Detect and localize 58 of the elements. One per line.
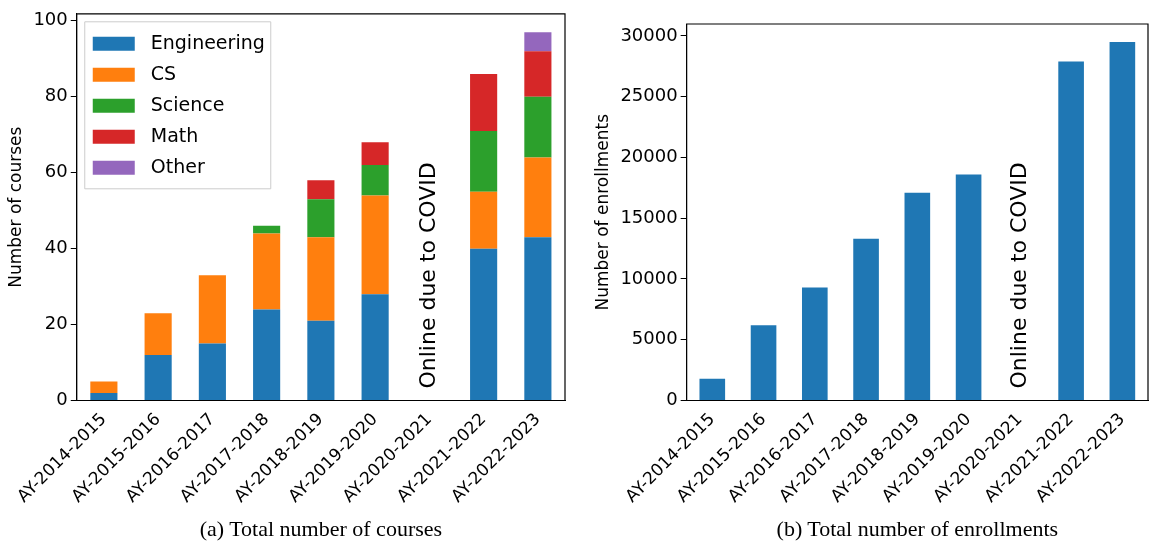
bar <box>198 343 226 401</box>
y-tick-label: 100 <box>33 8 68 30</box>
annotation: Online due to COVID <box>415 162 441 389</box>
y-tick-label: 0 <box>56 388 68 410</box>
bar <box>144 313 172 355</box>
bar <box>470 130 498 192</box>
bar <box>361 165 389 196</box>
bar <box>361 195 389 295</box>
bar <box>955 174 982 401</box>
y-tick-label: 80 <box>44 84 68 106</box>
bar <box>253 309 281 401</box>
bar <box>307 320 335 401</box>
y-tick-label: 0 <box>666 388 678 410</box>
legend-label: Math <box>150 123 199 146</box>
bar <box>361 142 389 166</box>
bar <box>307 180 335 200</box>
bar <box>524 96 552 158</box>
bar <box>699 378 726 401</box>
y-tick-label: 30000 <box>620 23 678 45</box>
bar <box>524 32 552 52</box>
bar <box>470 73 498 131</box>
legend-label: Engineering <box>150 30 265 53</box>
y-tick-label: 5000 <box>631 327 678 349</box>
bar <box>524 157 552 238</box>
bar <box>524 51 552 97</box>
y-tick-label: 25000 <box>620 84 678 106</box>
bar <box>307 237 335 321</box>
text: (a) Total number of courses <box>199 516 443 541</box>
bar <box>750 325 777 401</box>
legend-label: Science <box>150 92 225 115</box>
bar <box>253 225 281 234</box>
bar <box>904 192 931 401</box>
bar <box>1109 41 1136 401</box>
text: (b) Total number of enrollments <box>776 516 1059 541</box>
bar <box>470 191 498 249</box>
y-tick-label: 10000 <box>620 266 678 288</box>
y-tick-label: 60 <box>44 160 68 182</box>
legend-label: Other <box>150 154 205 177</box>
bar <box>524 237 552 401</box>
bar <box>853 238 879 401</box>
y-tick-label: 20000 <box>620 145 678 167</box>
y-tick-label: 20 <box>44 312 68 334</box>
bar <box>361 294 389 401</box>
bar <box>90 392 118 401</box>
bar <box>307 199 335 238</box>
y-tick-label: 15000 <box>620 205 678 227</box>
y-axis-title: Number of courses <box>4 126 25 288</box>
bar <box>90 381 118 393</box>
bar <box>1058 61 1084 401</box>
y-tick-label: 40 <box>44 236 68 258</box>
legend-label: CS <box>150 61 177 84</box>
bar <box>802 287 828 401</box>
y-axis-title: Number of enrollments <box>591 113 612 311</box>
bar <box>470 248 498 401</box>
bar <box>144 354 172 401</box>
bar <box>198 275 226 344</box>
bar <box>253 233 281 310</box>
annotation: Online due to COVID <box>1005 162 1031 389</box>
